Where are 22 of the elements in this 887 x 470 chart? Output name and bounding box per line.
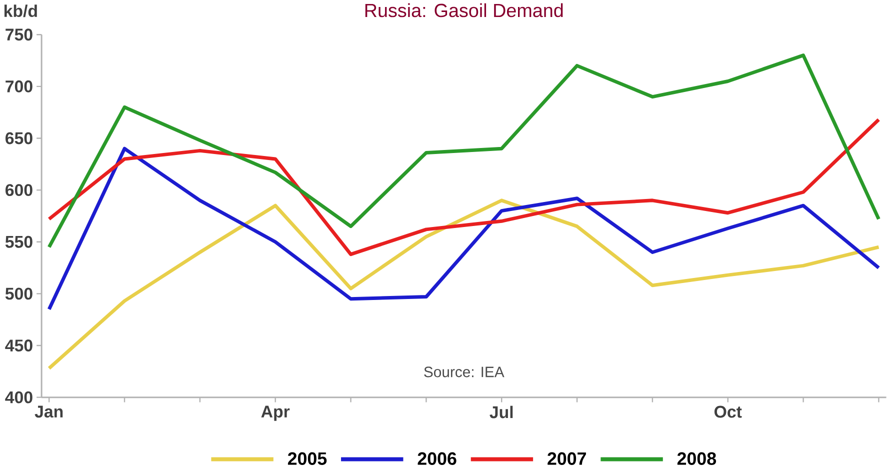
y-tick-label: 750: [6, 28, 32, 40]
y-tick-label: 600: [6, 184, 32, 196]
annotation: Source: IEA: [424, 366, 504, 378]
y-tick-label: 650: [6, 132, 32, 144]
y-tick-label: 450: [5, 339, 32, 352]
y-tick-label: 400: [5, 391, 32, 404]
line-series: [47, 53, 880, 249]
legend-label: 2005: [288, 452, 327, 465]
y-tick-label: 550: [5, 236, 32, 248]
chart-title: Russia: Gasoil Demand: [365, 3, 563, 18]
legend-label: 2006: [418, 452, 456, 465]
line-series: [47, 146, 880, 311]
legend-label: 2008: [677, 452, 716, 465]
y-axis-title: kb/d: [4, 4, 37, 18]
x-tick-label: Oct: [714, 406, 742, 418]
y-tick-label: 700: [6, 80, 32, 92]
x-tick-label: Jan: [34, 406, 63, 418]
y-tick-label: 500: [5, 288, 32, 300]
x-tick-label: Apr: [261, 406, 290, 421]
line-series: [47, 118, 880, 256]
legend-label: 2007: [548, 452, 586, 465]
x-tick-label: Jul: [490, 406, 513, 418]
